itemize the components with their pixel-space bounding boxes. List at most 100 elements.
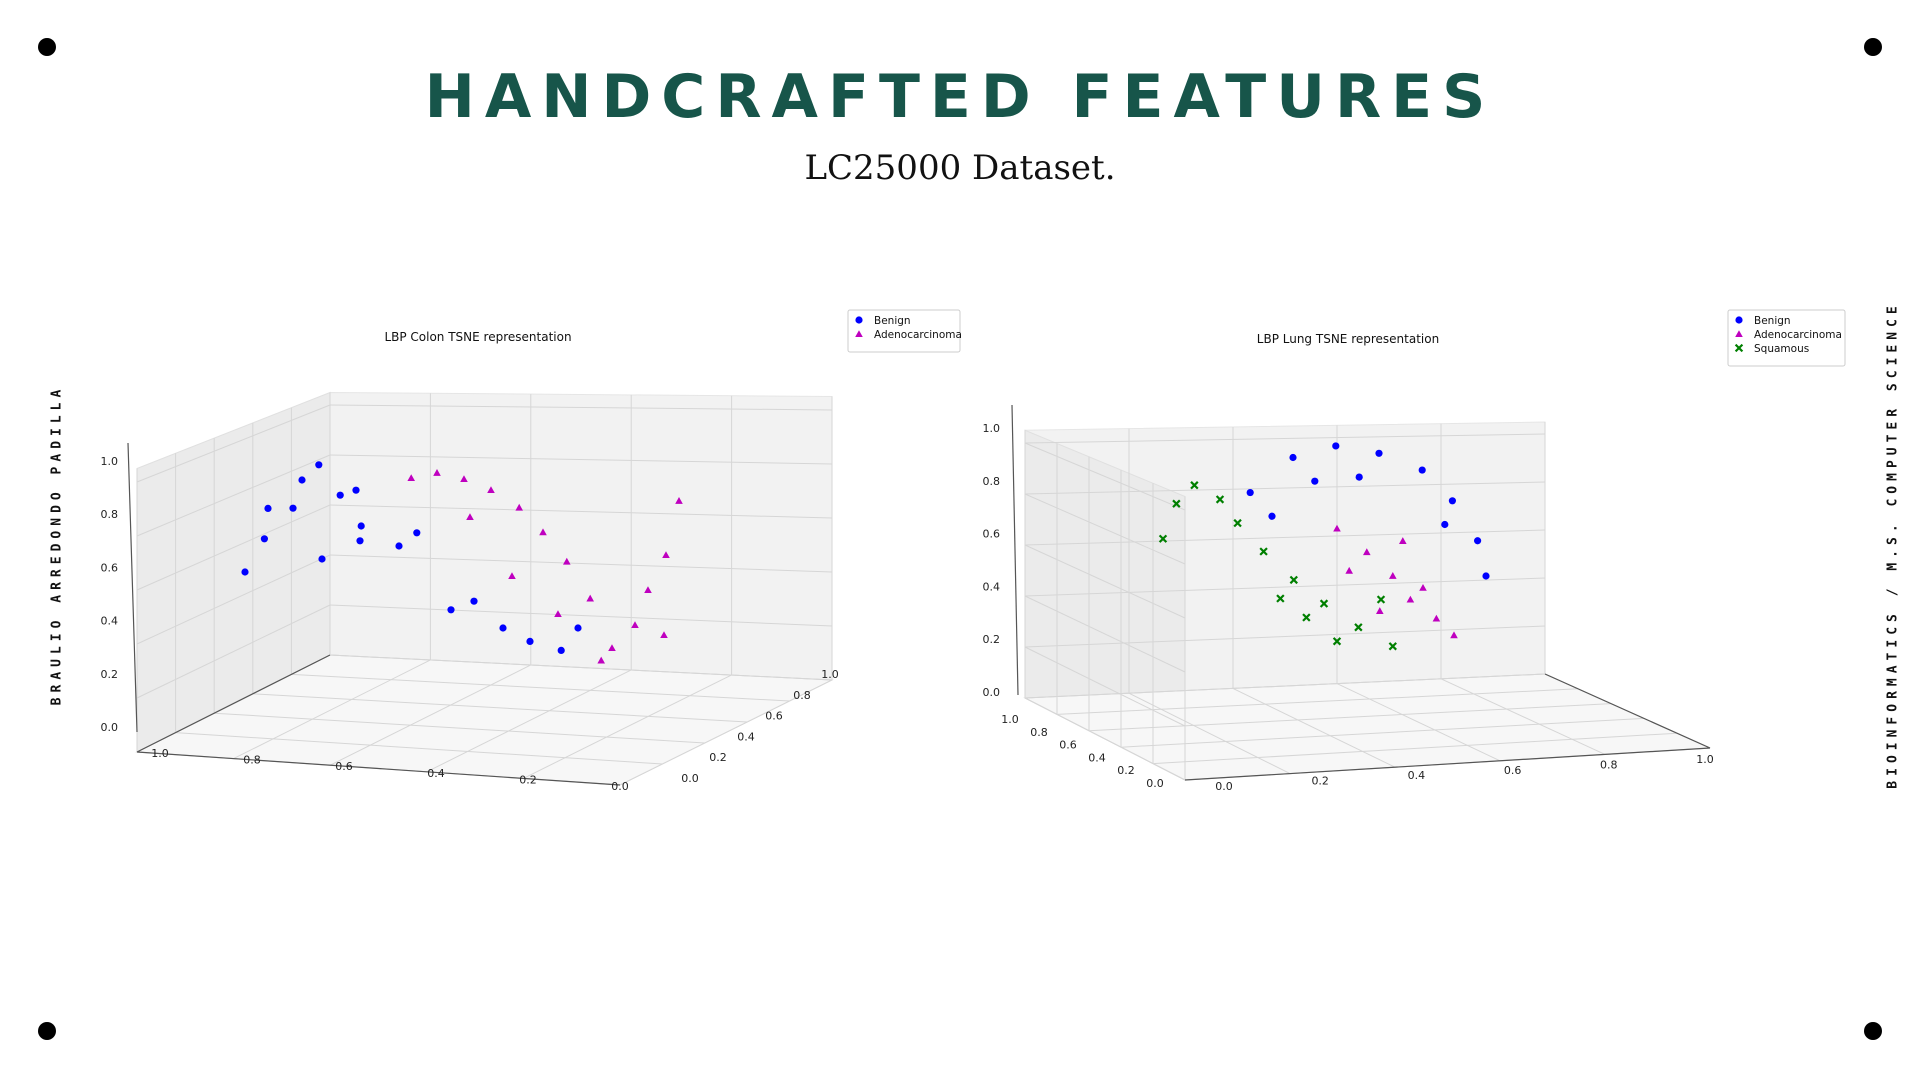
y-tick-label: 1.0 <box>821 668 839 681</box>
data-point <box>675 497 683 504</box>
grid-line <box>214 712 705 744</box>
grid-line <box>1024 529 1546 546</box>
x-tick-label: 1.0 <box>1696 753 1714 766</box>
data-point <box>1332 637 1342 646</box>
grid-line <box>136 554 331 645</box>
z-tick-label: 0.4 <box>101 615 119 628</box>
y-tick-label: 0.6 <box>1059 739 1077 752</box>
grid-line <box>329 554 833 573</box>
grid-line <box>1024 442 1186 511</box>
grid-line <box>1024 544 1186 619</box>
grid-line <box>1024 673 1546 699</box>
data-point <box>395 542 403 550</box>
z-tick-label: 0.4 <box>983 580 1001 593</box>
data-point <box>460 475 468 483</box>
data-point <box>487 486 495 494</box>
legend-marker <box>855 330 863 338</box>
y-tick-label: 0.0 <box>1146 777 1164 790</box>
legend-box <box>847 309 961 353</box>
grid-line <box>1088 703 1612 732</box>
data-point <box>1319 599 1329 608</box>
data-point <box>1158 534 1168 543</box>
z-tick-label: 0.8 <box>983 475 1001 488</box>
data-point <box>1302 613 1311 622</box>
data-point <box>563 557 571 565</box>
grid-line <box>1024 646 1186 727</box>
data-point <box>597 656 605 664</box>
data-point <box>508 572 516 580</box>
data-point <box>315 461 323 469</box>
data-point <box>557 646 565 655</box>
z-tick-label: 1.0 <box>983 422 1001 435</box>
data-point <box>318 555 326 563</box>
x-tick-label: 0.0 <box>611 780 629 793</box>
x-tick-label: 0.8 <box>243 754 261 767</box>
grid-line <box>136 604 331 699</box>
legend-label: Benign <box>1754 315 1791 327</box>
x-tick-label: 0.6 <box>1504 764 1522 777</box>
data-point <box>1246 488 1254 497</box>
data-point <box>1388 642 1397 651</box>
chart-title: LBP Lung TSNE representation <box>1257 332 1439 346</box>
corner-dot-bottom-left <box>38 1022 56 1040</box>
data-point <box>1311 477 1319 485</box>
grid-line <box>1024 625 1546 648</box>
data-point <box>662 551 670 559</box>
grid-line <box>329 454 833 465</box>
data-point <box>1268 512 1276 520</box>
z-tick-label: 0.2 <box>983 633 1001 646</box>
data-point <box>356 537 364 545</box>
legend-label: Adenocarcinoma <box>1754 329 1842 341</box>
legend-marker <box>1735 316 1743 324</box>
data-point <box>466 513 474 521</box>
data-point <box>470 597 478 605</box>
data-point <box>554 610 562 618</box>
axis-line <box>1544 673 1711 749</box>
grid-line <box>1120 717 1645 748</box>
grid-line <box>1024 697 1186 781</box>
axis-line <box>1011 404 1019 696</box>
y-tick-label: 0.4 <box>737 730 755 743</box>
data-point <box>336 491 344 499</box>
data-point <box>447 606 455 614</box>
data-point <box>357 522 365 530</box>
data-point <box>526 637 534 646</box>
data-point <box>1259 547 1268 556</box>
colon-tsne-chart: 0.0 0.2 0.4 0.6 0.8 1.0 0.0 0.2 0.4 0.6 0.8 1.0 0.0 0… <box>101 309 962 793</box>
data-point <box>574 624 582 632</box>
y-tick-label: 0.4 <box>1088 751 1106 764</box>
data-point <box>660 631 668 639</box>
y-tick-label: 0.2 <box>1117 764 1135 777</box>
axis-line <box>136 654 331 753</box>
corner-dot-bottom-right <box>1864 1022 1882 1040</box>
data-point <box>352 486 360 494</box>
grid-line <box>175 732 663 765</box>
legend-label: Benign <box>874 315 911 327</box>
axis-line <box>1184 747 1711 781</box>
grid-line <box>1024 481 1546 495</box>
data-point <box>1354 623 1363 632</box>
data-point <box>499 624 507 632</box>
y-tick-label: 1.0 <box>1001 713 1019 726</box>
legend-marker <box>1734 343 1744 353</box>
legend-marker <box>1735 330 1743 338</box>
y-tick-label: 0.8 <box>793 689 811 702</box>
z-tick-label: 0.2 <box>101 668 119 681</box>
grid-line <box>1024 577 1546 597</box>
data-point <box>644 586 652 594</box>
grid-line <box>136 454 331 537</box>
z-tick-label: 0.0 <box>983 686 1001 699</box>
data-point <box>413 529 421 537</box>
chart-title: LBP Colon TSNE representation <box>384 330 571 344</box>
data-point <box>1482 572 1490 580</box>
data-point <box>586 594 594 602</box>
data-point <box>1406 595 1415 603</box>
grid-line <box>1024 433 1546 444</box>
y-tick-label: 0.8 <box>1030 726 1048 739</box>
data-point <box>1418 466 1426 474</box>
grid-line <box>252 693 748 723</box>
z-tick-label: 0.0 <box>101 721 119 734</box>
data-point <box>1432 614 1441 622</box>
grid-line <box>291 673 790 702</box>
grid-line <box>1056 688 1579 715</box>
